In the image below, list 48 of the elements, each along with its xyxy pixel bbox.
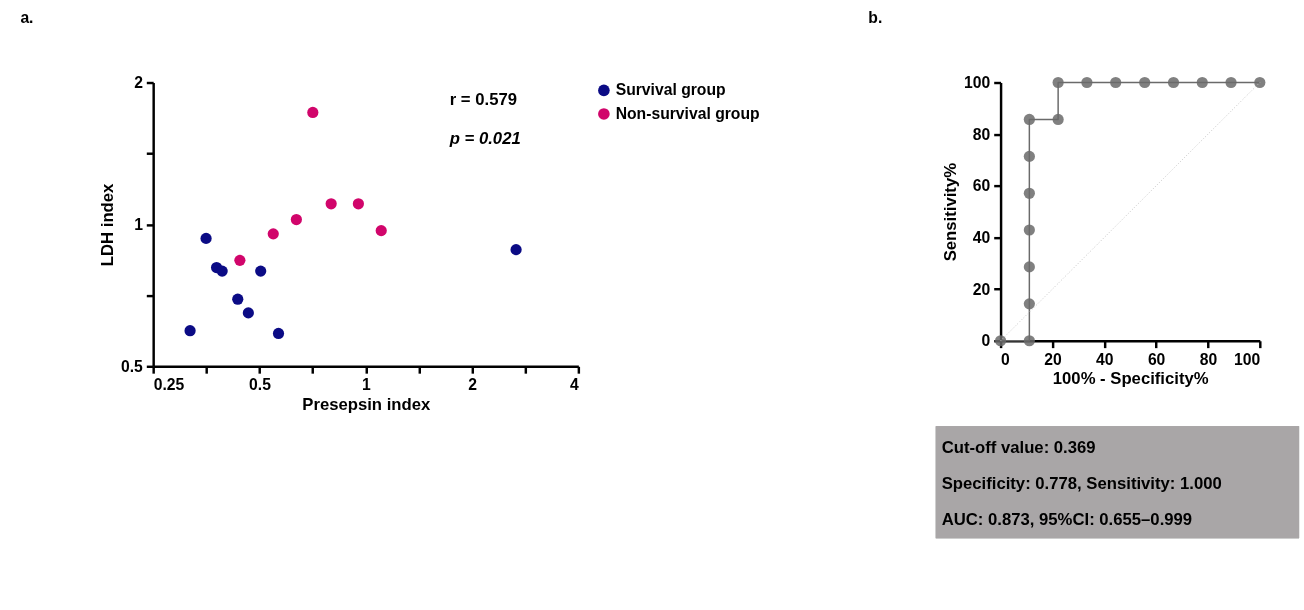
x-tick-label: 60 (1147, 350, 1166, 368)
x-tick-label: 0.5 (249, 376, 272, 394)
y-tick-label: 2 (134, 73, 144, 91)
point (1023, 261, 1035, 273)
legend-label: Survival group (615, 81, 726, 99)
point (1023, 298, 1035, 310)
legend-label: Non-survival group (615, 104, 760, 122)
text: AUC: 0.873, 95%CI: 0.655–0.999 (941, 510, 1193, 530)
x-tick-label: 1 (361, 376, 371, 394)
point (1023, 150, 1035, 162)
text: Cut-off value: 0.369 (941, 437, 1096, 457)
x-tick-label: 2 (468, 376, 478, 394)
chart-title: a. (20, 8, 34, 26)
y-tick-label: 60 (972, 177, 991, 195)
annotation: p = 0.021 (448, 129, 521, 149)
point (1052, 76, 1064, 89)
x-tick-label: 20 (1044, 350, 1062, 368)
point (1023, 224, 1035, 236)
chart-title: b. (868, 8, 883, 26)
y-axis-title: Sensitivity% (941, 162, 961, 262)
y-tick-label: 80 (972, 125, 991, 143)
point (1023, 335, 1035, 347)
x-tick-label: 100 (1234, 350, 1261, 368)
point (1081, 76, 1093, 89)
y-tick-label: 0 (981, 332, 991, 350)
point (1225, 76, 1237, 89)
x-tick-label: 0 (1001, 350, 1011, 368)
point (1023, 187, 1035, 199)
y-axis-title: LDH index (98, 182, 118, 267)
x-tick-label: 4 (570, 376, 580, 394)
x-axis-title: Presepsin index (302, 395, 431, 414)
y-tick-label: 100 (964, 73, 991, 91)
y-tick-label: 1 (134, 215, 144, 233)
x-axis-title: 100% - Specificity% (1052, 369, 1209, 389)
point (1167, 76, 1180, 89)
y-tick-label: 20 (972, 280, 991, 298)
point (1023, 113, 1035, 126)
x-tick-label: 40 (1096, 350, 1114, 368)
x-tick-label: 0.25 (153, 376, 185, 394)
y-tick-label: 40 (972, 228, 991, 246)
text: Specificity: 0.778, Sensitivity: 1.000 (941, 474, 1222, 494)
annotation: r = 0.579 (449, 90, 517, 110)
x-tick-label: 80 (1199, 350, 1218, 368)
point (1254, 76, 1266, 89)
point (1052, 113, 1064, 126)
point (1139, 76, 1151, 89)
point (1196, 76, 1208, 89)
point (1110, 76, 1122, 89)
